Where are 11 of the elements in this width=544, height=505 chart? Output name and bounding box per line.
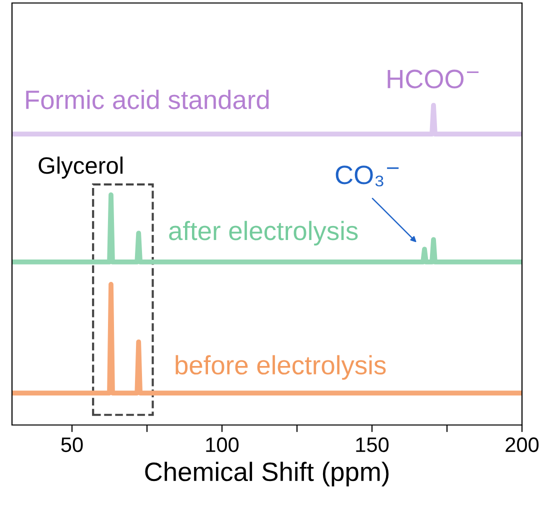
- x-tick-label: 200: [506, 437, 539, 452]
- annotation: CO₃$^{−}$: [336, 166, 399, 186]
- x-axis-title: Chemical Shift (ppm): [145, 462, 389, 486]
- x-tick-label: 150: [356, 437, 389, 452]
- series-label: before electrolysis: [176, 355, 386, 380]
- x-tick-label: 50: [61, 437, 83, 452]
- annotation: HCOO$^{−}$: [388, 70, 479, 88]
- series-label: after electrolysis: [169, 220, 358, 246]
- annotation: Glycerol: [38, 156, 123, 179]
- x-tick-label: 100: [206, 437, 239, 452]
- series-label: Formic acid standard: [26, 90, 269, 110]
